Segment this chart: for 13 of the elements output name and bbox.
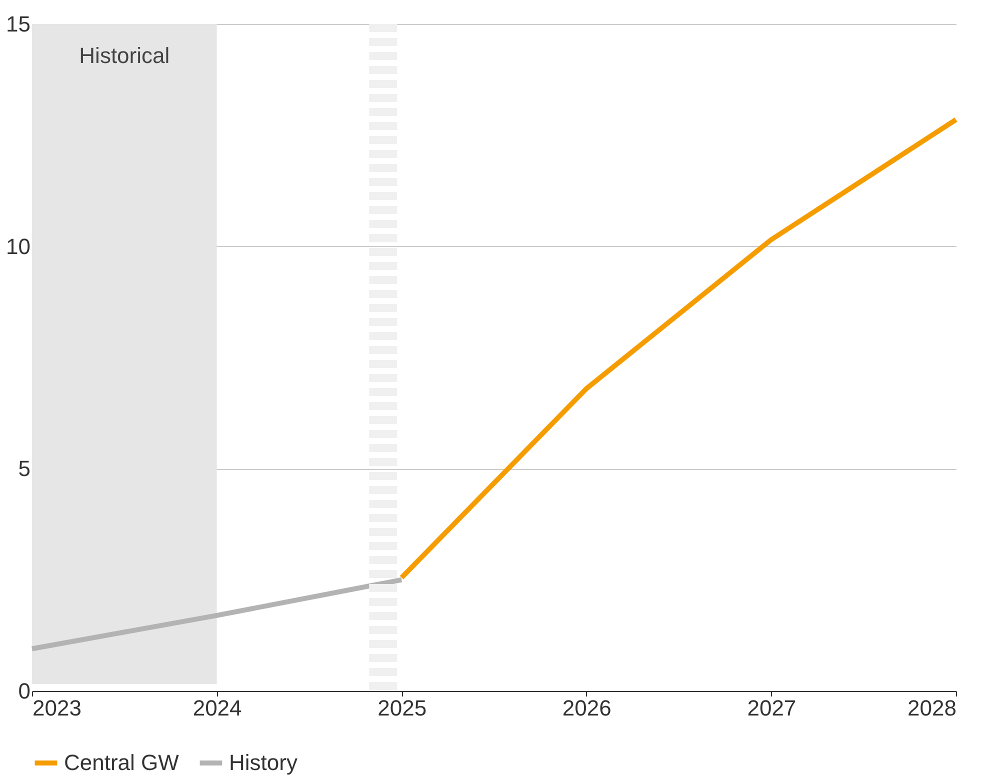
y-tick-label: 10 [6,234,30,259]
y-tick-label: 5 [18,456,30,482]
legend-label: Central GW [64,750,180,775]
x-tick-label: 2023 [32,696,82,720]
x-tick-label: 2024 [192,696,242,720]
y-tick-label: 0 [18,678,30,704]
legend-label: History [229,750,298,775]
x-tick-label: 2028 [908,696,956,720]
band-label: Historical [79,43,170,68]
y-tick-label: 15 [6,12,30,36]
x-tick-label: 2027 [747,696,796,720]
x-tick-label: 2025 [378,696,427,720]
x-tick-label: 2026 [562,696,612,720]
